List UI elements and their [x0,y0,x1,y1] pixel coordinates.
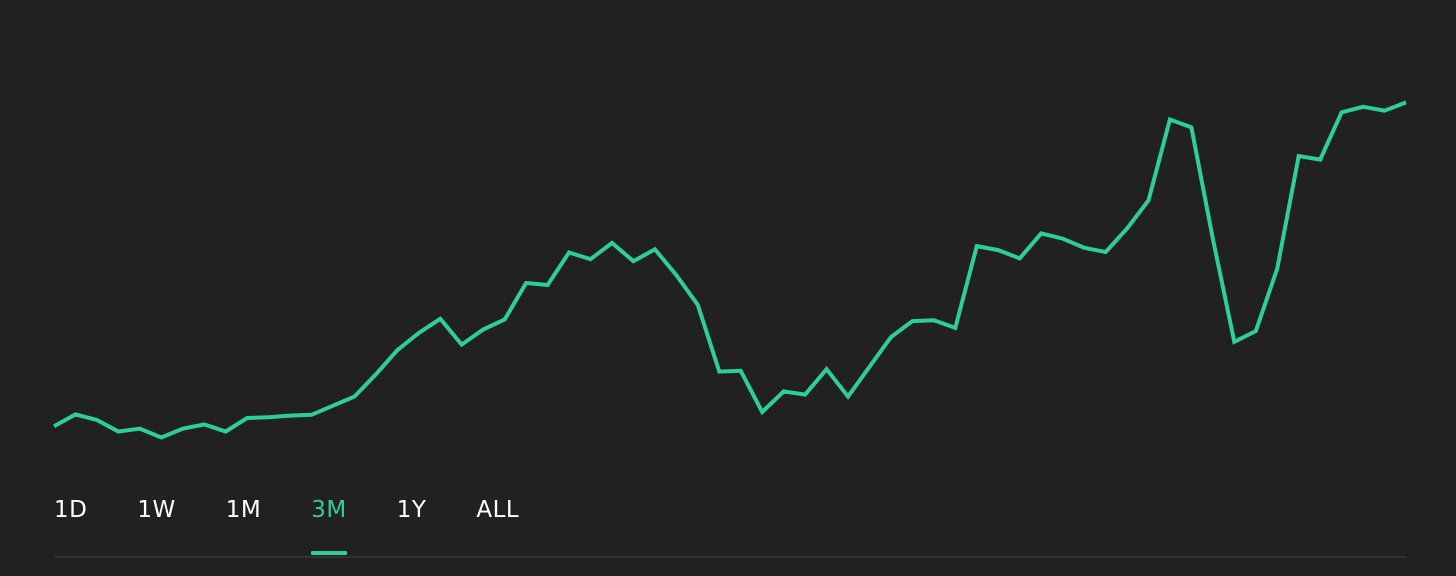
tab-1w[interactable]: 1W [137,492,175,556]
tab-label: ALL [476,497,520,523]
tab-label: 1D [54,497,88,523]
tab-label: 3M [311,497,347,523]
tab-indicator [137,551,175,555]
tabs-divider [54,556,1406,558]
time-range-tabs: 1D 1W 1M 3M 1Y ALL [54,492,569,556]
tab-1y[interactable]: 1Y [397,492,427,556]
tab-indicator [397,551,427,555]
tab-label: 1M [225,497,262,523]
tab-1m[interactable]: 1M [226,492,261,556]
tab-1d[interactable]: 1D [54,492,87,556]
tab-label: 1W [137,497,176,523]
price-line [53,100,1407,440]
tab-3m[interactable]: 3M [311,492,347,556]
tab-indicator [476,551,519,555]
tab-all[interactable]: ALL [476,492,519,556]
active-tab-indicator [311,551,347,555]
price-chart[interactable] [0,0,1456,480]
tab-indicator [54,551,87,555]
tab-indicator [226,551,261,555]
tab-label: 1Y [396,497,427,523]
price-chart-svg[interactable] [0,0,1456,480]
